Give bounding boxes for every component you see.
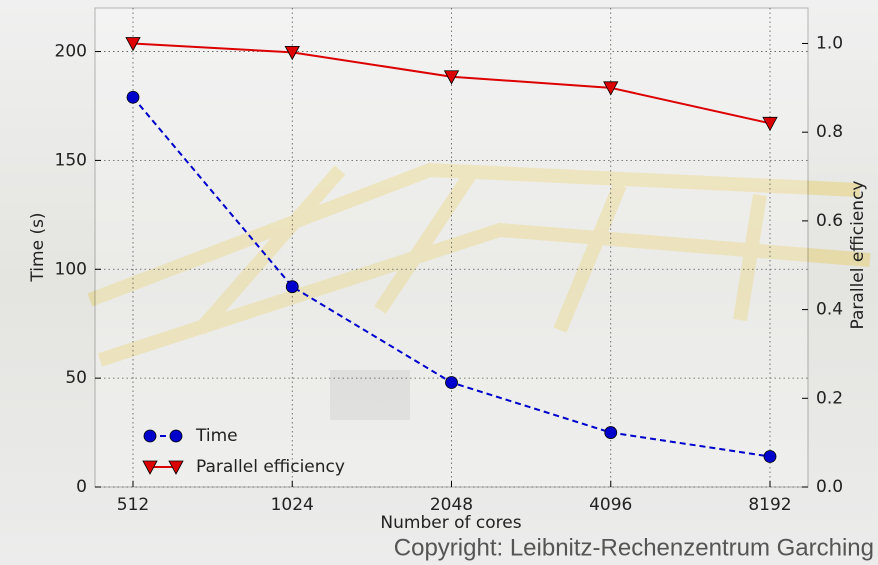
data-point [446, 376, 458, 388]
x-tick-label: 4096 [589, 495, 632, 515]
legend-marker [144, 430, 156, 442]
y2-tick-label: 0.6 [816, 211, 843, 231]
copyright: Copyright: Leibnitz-Rechenzentrum Garchi… [394, 534, 874, 561]
legend-label: Parallel efficiency [196, 457, 345, 477]
y-axis-label: Time (s) [28, 212, 48, 282]
y-tick-label: 0 [76, 477, 87, 497]
y2-tick-label: 0.2 [816, 388, 843, 408]
y2-tick-label: 0.8 [816, 122, 843, 142]
data-point [127, 91, 139, 103]
legend-marker [170, 430, 182, 442]
data-point [605, 427, 617, 439]
x-tick-label: 2048 [430, 495, 473, 515]
y-tick-label: 50 [65, 368, 87, 388]
legend-label: Time [195, 426, 238, 446]
data-point [286, 281, 298, 293]
y2-tick-label: 0.0 [816, 477, 843, 497]
y-tick-label: 150 [55, 150, 87, 170]
x-tick-label: 8192 [748, 495, 791, 515]
x-tick-label: 1024 [271, 495, 314, 515]
chart: Number of cores Time (s) Parallel effici… [0, 0, 878, 565]
x-tick-label: 512 [117, 495, 149, 515]
x-axis-label: Number of cores [380, 513, 521, 533]
y-tick-label: 200 [55, 42, 87, 62]
y2-tick-label: 0.4 [816, 300, 843, 320]
y2-tick-label: 1.0 [816, 33, 843, 53]
y-tick-label: 100 [55, 259, 87, 279]
data-point [764, 451, 776, 463]
y2-axis-label: Parallel efficiency [848, 181, 868, 330]
